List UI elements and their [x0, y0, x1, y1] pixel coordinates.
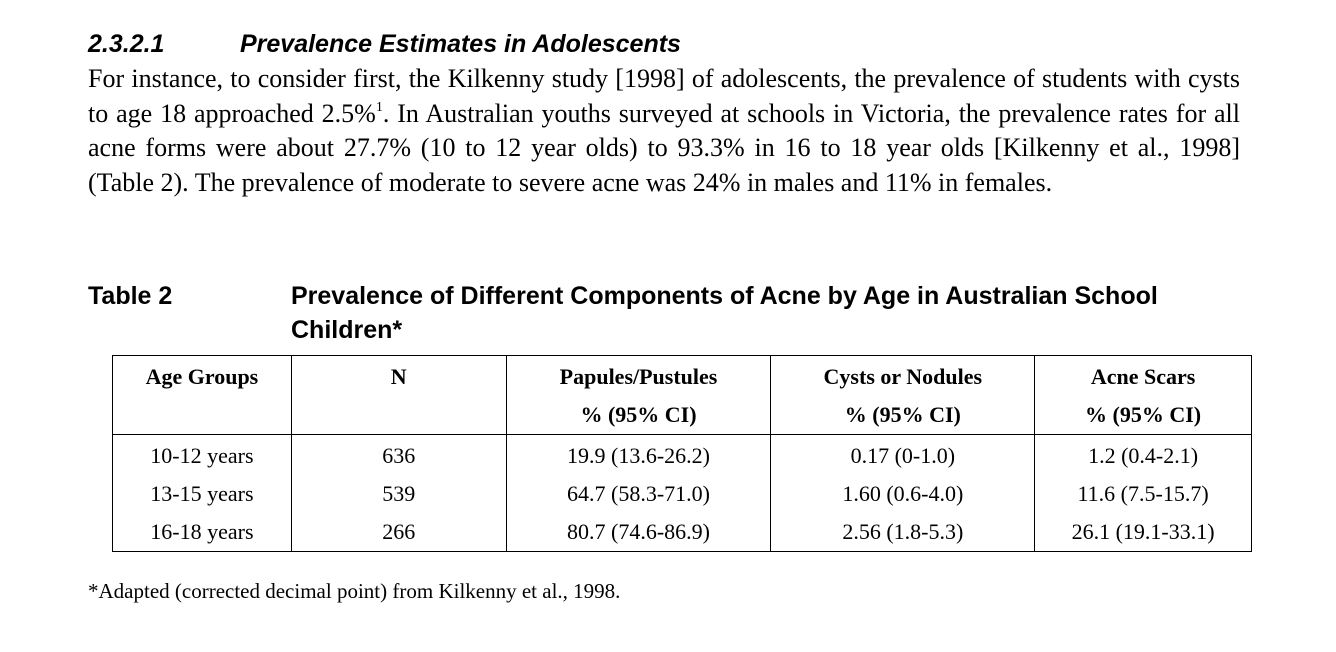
header-cysts-nodules: Cysts or Nodules% (95% CI) — [770, 355, 1036, 435]
section-heading: 2.3.2.1 Prevalence Estimates in Adolescen… — [88, 26, 1240, 62]
paragraph-text-1: For instance, to consider first, the Kil… — [88, 64, 1240, 128]
table-cell: 636 — [290, 434, 507, 475]
table-cell: 539 — [290, 475, 507, 513]
paragraph-text-2: . In Australian youths surveyed at schoo… — [88, 98, 1240, 197]
table-cell: 1.60 (0.6-4.0) — [770, 475, 1036, 513]
table-cell: 13-15 years — [112, 475, 292, 513]
header-acne-scars: Acne Scars% (95% CI) — [1034, 355, 1252, 435]
header-n: N — [290, 355, 507, 435]
table-row: 16-18 years 266 80.7 (74.6-86.9) 2.56 (1… — [112, 513, 1252, 552]
table-cell: 16-18 years — [112, 513, 292, 552]
section-number: 2.3.2.1 — [88, 30, 165, 58]
table-cell: 80.7 (74.6-86.9) — [505, 513, 772, 552]
table-cell: 266 — [290, 513, 507, 552]
table-cell: 0.17 (0-1.0) — [770, 434, 1036, 475]
prevalence-table: Age Groups N Papules/Pustules% (95% CI) … — [112, 355, 1252, 552]
table-cell: 1.2 (0.4-2.1) — [1034, 434, 1252, 475]
footnote-reference: 1 — [375, 99, 383, 115]
table-header-row: Age Groups N Papules/Pustules% (95% CI) … — [112, 355, 1252, 435]
table-cell: 19.9 (13.6-26.2) — [505, 434, 772, 475]
table-cell: 2.56 (1.8-5.3) — [770, 513, 1036, 552]
table-title: Prevalence of Different Components of Ac… — [291, 282, 1158, 344]
table-cell: 11.6 (7.5-15.7) — [1034, 475, 1252, 513]
section-title: Prevalence Estimates in Adolescents — [240, 30, 681, 58]
header-age-groups: Age Groups — [112, 355, 292, 435]
table-row: 13-15 years 539 64.7 (58.3-71.0) 1.60 (0… — [112, 475, 1252, 513]
header-papules-pustules: Papules/Pustules% (95% CI) — [505, 355, 772, 435]
table-row: 10-12 years 636 19.9 (13.6-26.2) 0.17 (0… — [112, 434, 1252, 475]
table-label: Table 2 — [88, 282, 173, 310]
table-cell: 10-12 years — [112, 434, 292, 475]
document-page: 2.3.2.1 Prevalence Estimates in Adolescen… — [88, 26, 1252, 603]
table-cell: 64.7 (58.3-71.0) — [505, 475, 772, 513]
body-paragraph: For instance, to consider first, the Kil… — [88, 62, 1240, 200]
table-cell: 26.1 (19.1-33.1) — [1034, 513, 1252, 552]
table-footnote: *Adapted (corrected decimal point) from … — [88, 579, 621, 603]
